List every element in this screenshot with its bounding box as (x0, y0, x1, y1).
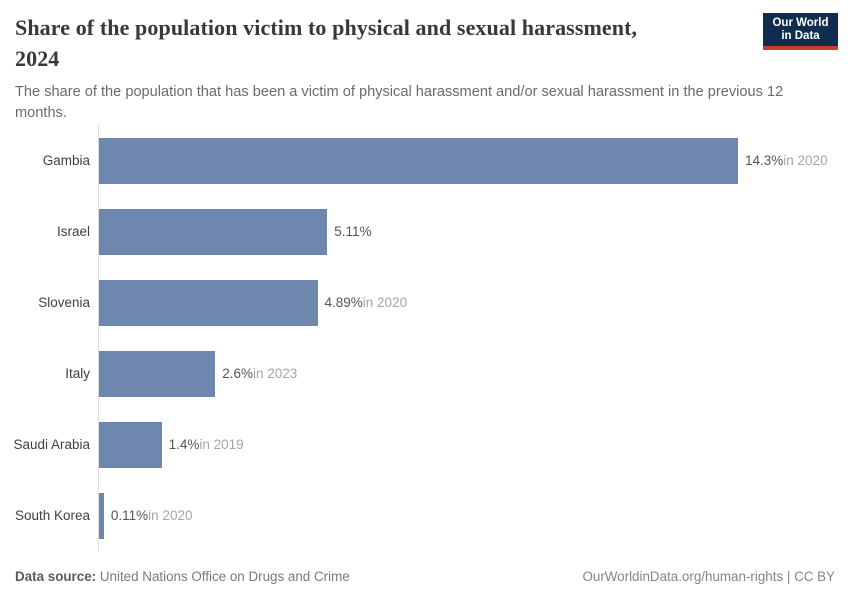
year-label: in 2023 (252, 366, 298, 381)
chart-footer: Data source: United Nations Office on Dr… (15, 569, 835, 584)
category-label: South Korea (14, 508, 90, 523)
value-label: 1.4% (168, 437, 200, 452)
bar-track: 5.11% (90, 208, 850, 255)
value-annotation: 1.4%in 2019 (169, 437, 244, 452)
title-line-1: Share of the population victim to physic… (15, 15, 638, 40)
bar[interactable] (99, 421, 162, 468)
category-label: Slovenia (38, 295, 90, 310)
category-label: Italy (65, 366, 90, 381)
value-annotation: 14.3%in 2020 (745, 153, 828, 168)
year-label: in 2020 (362, 295, 408, 310)
bar[interactable] (99, 279, 318, 326)
owid-logo: Our World in Data (763, 13, 838, 50)
bar-chart: Gambia 14.3%in 2020 Israel 5.11% Sloveni… (0, 125, 850, 551)
category-label: Saudi Arabia (13, 437, 90, 452)
data-source: Data source: United Nations Office on Dr… (15, 569, 350, 584)
bar-track: 1.4%in 2019 (90, 421, 850, 468)
category-label: Gambia (42, 153, 90, 168)
value-label: 2.6% (222, 366, 253, 381)
data-source-value: United Nations Office on Drugs and Crime (96, 569, 350, 584)
value-label: 0.11% (110, 508, 149, 523)
bar[interactable] (99, 208, 328, 255)
bar-rows: Gambia 14.3%in 2020 Israel 5.11% Sloveni… (0, 125, 850, 551)
year-label: in 2020 (148, 508, 193, 523)
value-label: 14.3% (745, 153, 784, 168)
page-title: Share of the population victim to physic… (15, 12, 750, 74)
bar[interactable] (99, 137, 738, 184)
owid-logo-line-1: Our World (772, 16, 829, 29)
bar-track: 4.89%in 2020 (90, 279, 850, 326)
attribution[interactable]: OurWorldinData.org/human-rights | CC BY (582, 569, 835, 584)
bar-track: 2.6%in 2023 (90, 350, 850, 397)
bar-row-saudi-arabia: Saudi Arabia 1.4%in 2019 (0, 409, 850, 480)
value-annotation: 5.11% (334, 224, 371, 239)
category-label: Israel (56, 224, 90, 239)
year-label: in 2019 (199, 437, 244, 452)
data-source-label: Data source: (15, 569, 97, 584)
bar-row-slovenia: Slovenia 4.89%in 2020 (0, 267, 850, 338)
bar-row-south-korea: South Korea 0.11%in 2020 (0, 480, 850, 551)
title-line-2: 2024 (15, 46, 60, 71)
y-axis-line (98, 125, 99, 551)
bar-track: 14.3%in 2020 (90, 137, 850, 184)
bar[interactable] (99, 350, 216, 397)
bar[interactable] (99, 492, 104, 539)
year-label: in 2020 (783, 153, 828, 168)
value-annotation: 0.11%in 2020 (111, 508, 193, 523)
value-annotation: 2.6%in 2023 (222, 366, 297, 381)
bar-row-israel: Israel 5.11% (0, 196, 850, 267)
value-annotation: 4.89%in 2020 (325, 295, 408, 310)
chart-header: Share of the population victim to physic… (15, 12, 783, 124)
bar-row-italy: Italy 2.6%in 2023 (0, 338, 850, 409)
owid-logo-line-2: in Data (781, 29, 820, 42)
value-label: 5.11% (334, 224, 372, 239)
bar-row-gambia: Gambia 14.3%in 2020 (0, 125, 850, 196)
value-label: 4.89% (324, 295, 363, 310)
chart-subtitle: The share of the population that has bee… (15, 84, 784, 121)
bar-track: 0.11%in 2020 (90, 492, 850, 539)
